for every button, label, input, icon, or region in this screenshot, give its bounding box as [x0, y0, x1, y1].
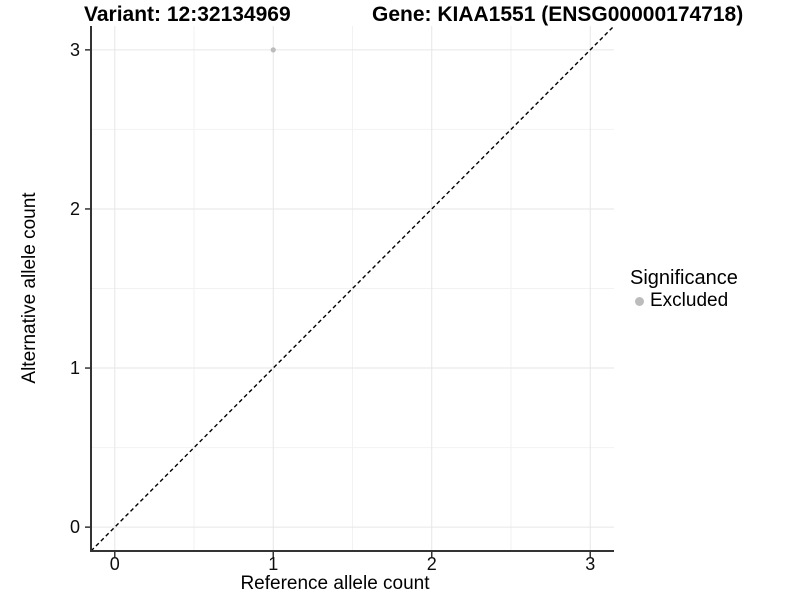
x-tick-label: 2 [426, 554, 437, 574]
identity-dashed-line [90, 25, 615, 552]
y-tick-label: 1 [69, 358, 80, 379]
legend-point-icon [635, 296, 644, 306]
data-point [270, 47, 276, 53]
legend-title: Significance [630, 267, 738, 289]
legend-items: Excluded [630, 290, 738, 313]
x-tick-label: 0 [109, 554, 120, 574]
variant-title: Variant: 12:32134969 [84, 3, 291, 26]
y-tick-label: 3 [69, 39, 80, 60]
legend: Significance Excluded [630, 266, 738, 313]
legend-item: Excluded [630, 290, 738, 313]
x-axis-title: Reference allele count [240, 573, 430, 594]
y-tick-label: 0 [69, 517, 80, 538]
y-tick-label: 2 [69, 198, 80, 219]
x-tick-label: 3 [585, 554, 596, 574]
x-tick-label: 1 [268, 554, 279, 574]
gene-title: Gene: KIAA1551 (ENSG00000174718) [372, 3, 744, 26]
legend-item-label: Excluded [650, 290, 729, 311]
